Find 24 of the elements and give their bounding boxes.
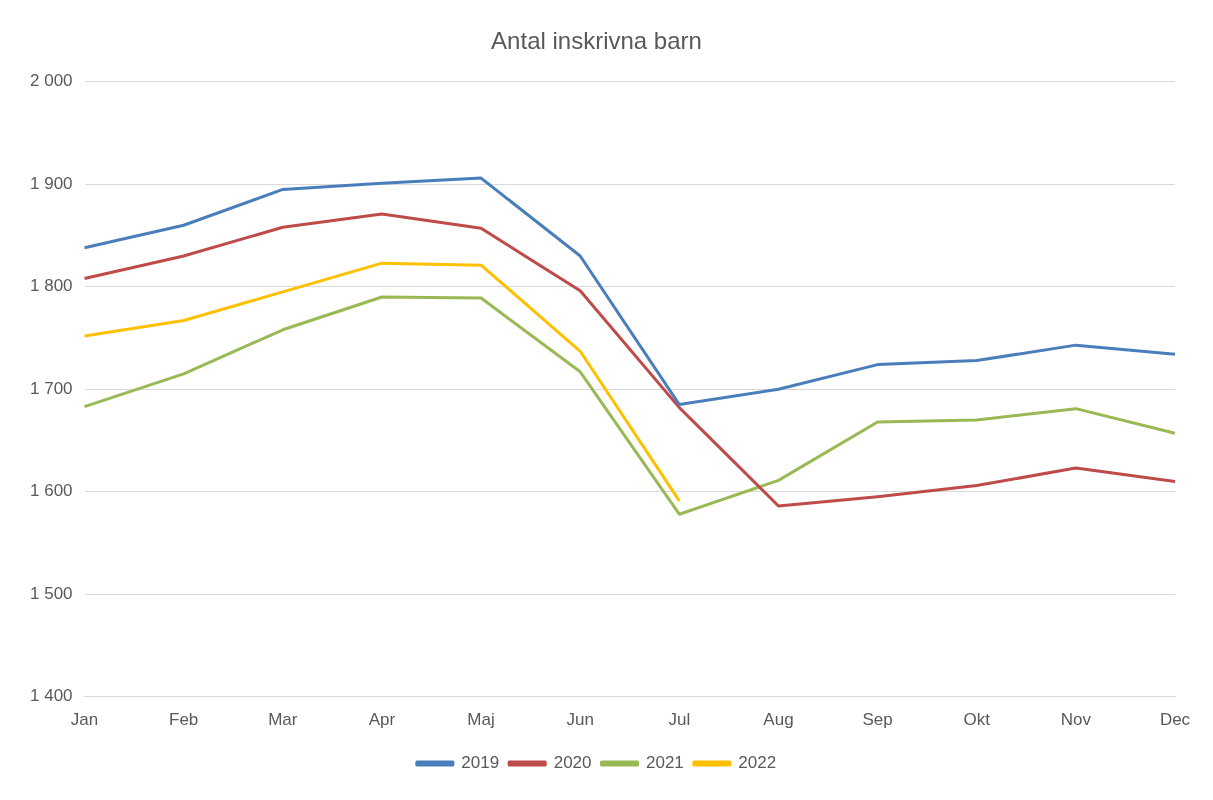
y-tick-label: 1 900	[29, 173, 73, 193]
y-tick-label: 1 600	[29, 481, 73, 501]
x-tick-label: Jul	[668, 710, 691, 730]
x-tick-label: Feb	[169, 710, 199, 730]
legend-label: 2019	[461, 753, 500, 773]
legend-label: 2020	[553, 753, 592, 773]
y-tick-label: 1 700	[29, 378, 73, 398]
y-tick-label: 2 000	[29, 71, 73, 91]
x-tick-label: Jan	[70, 710, 99, 730]
legend-label: 2021	[646, 753, 684, 773]
y-tick-label: 1 500	[29, 583, 73, 603]
x-tick-label: Okt	[963, 710, 991, 730]
x-tick-label: Mar	[268, 710, 298, 730]
x-tick-label: Dec	[1159, 710, 1191, 730]
legend-label: 2022	[738, 753, 777, 773]
x-tick-label: Apr	[368, 710, 396, 730]
x-tick-label: Sep	[862, 710, 893, 730]
chart-title: Antal inskrivna barn	[491, 27, 702, 55]
x-tick-label: Aug	[763, 710, 794, 730]
y-tick-label: 1 400	[29, 686, 73, 706]
x-tick-label: Maj	[467, 710, 495, 730]
x-tick-label: Jun	[566, 710, 594, 730]
x-tick-label: Nov	[1060, 710, 1092, 730]
y-tick-label: 1 800	[29, 276, 73, 296]
